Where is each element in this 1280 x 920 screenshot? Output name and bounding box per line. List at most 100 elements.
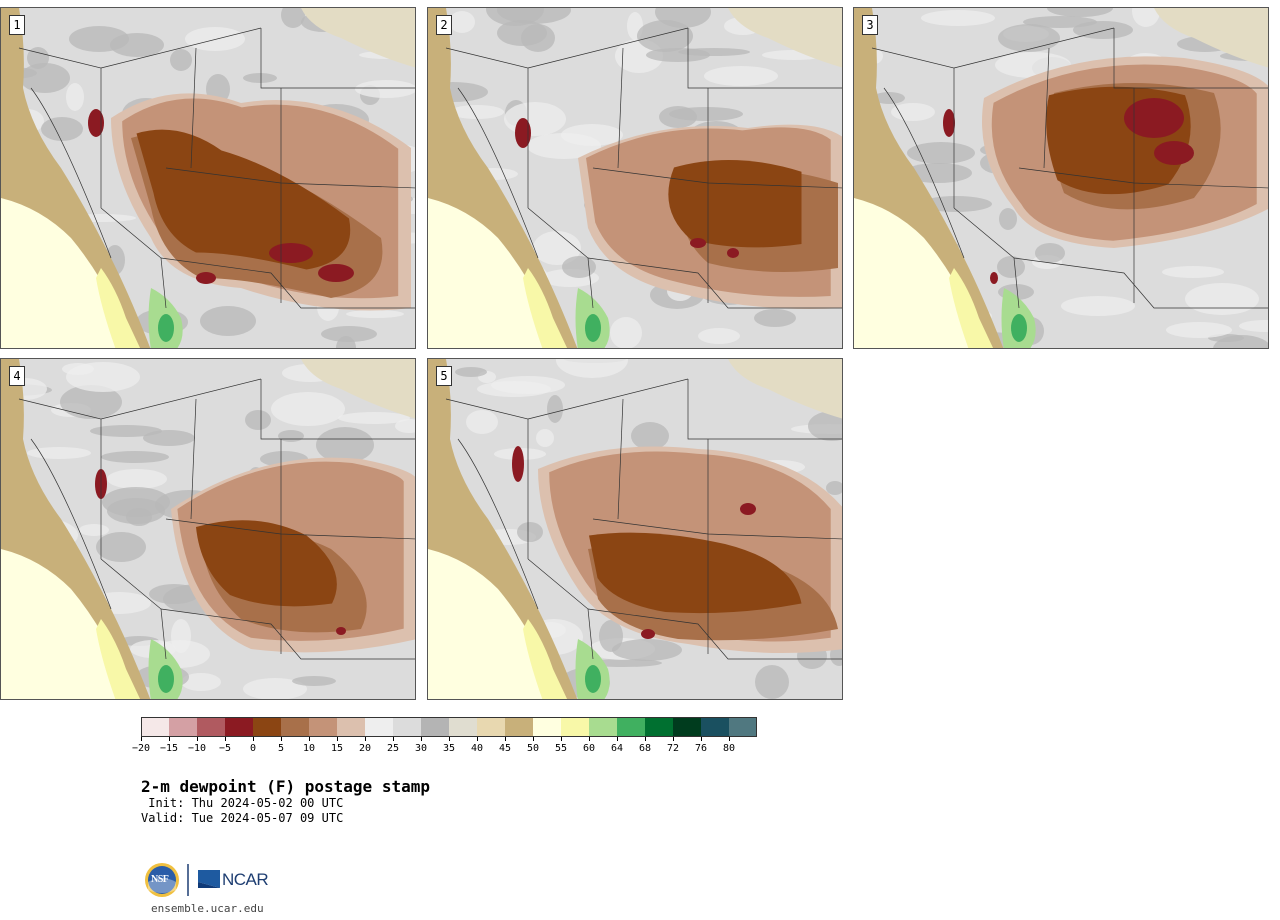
- terrain-patch: [27, 447, 91, 459]
- terrain-patch: [346, 310, 404, 318]
- map-panel-4-graphic: [1, 359, 415, 699]
- colorbar-tick-label: 40: [470, 743, 484, 754]
- terrain-patch: [281, 8, 305, 28]
- dry-region-core: [136, 129, 351, 270]
- colorbar-swatch: [701, 717, 729, 737]
- colorbar-swatch: [645, 717, 673, 737]
- terrain-patch: [599, 620, 623, 652]
- state-boundary: [953, 27, 1115, 69]
- init-time: Init: Thu 2024-05-02 00 UTC: [141, 796, 344, 810]
- colorbar-swatch: [449, 717, 477, 737]
- colorbar-swatch: [393, 717, 421, 737]
- terrain-patch: [504, 102, 566, 136]
- colorbar-tick-label: 80: [722, 743, 736, 754]
- colorbar-swatch: [421, 717, 449, 737]
- colorbar-tick-label: 45: [498, 743, 512, 754]
- terrain-patch: [41, 117, 83, 141]
- colorbar-tick-label: −10: [187, 743, 207, 754]
- colorbar: [141, 717, 757, 741]
- terrain-patch: [527, 133, 601, 159]
- terrain-patch: [292, 676, 336, 686]
- state-boundary: [687, 379, 842, 440]
- dry-region-core: [196, 520, 337, 607]
- very-dry-spot: [515, 118, 531, 148]
- very-dry-spot: [990, 272, 998, 284]
- state-boundary: [1013, 257, 1268, 309]
- terrain-patch: [669, 107, 743, 121]
- terrain-patch: [271, 392, 345, 426]
- colorbar-tick-label: 5: [277, 743, 285, 754]
- very-dry-spot: [512, 446, 524, 482]
- coast-moist: [949, 268, 994, 348]
- terrain-patch: [395, 419, 415, 433]
- colorbar-swatch: [365, 717, 393, 737]
- colorbar-swatch: [477, 717, 505, 737]
- dry-region-core: [668, 159, 802, 248]
- very-dry-spot: [641, 629, 655, 639]
- colorbar-tick-label: 35: [442, 743, 456, 754]
- state-boundary: [457, 438, 539, 610]
- terrain-patch: [355, 80, 415, 98]
- state-boundary: [1113, 28, 1268, 89]
- ocean-moist: [1, 198, 136, 348]
- terrain-patch: [243, 678, 307, 699]
- colorbar-tick-label: 68: [638, 743, 652, 754]
- terrain-patch: [66, 362, 140, 392]
- colorbar-tick-label: −20: [131, 743, 151, 754]
- terrain-patch: [907, 142, 975, 164]
- terrain-patch: [1162, 266, 1224, 278]
- colorbar-swatch: [561, 717, 589, 737]
- terrain-patch: [101, 451, 169, 463]
- colorbar-tick-label: 25: [386, 743, 400, 754]
- panel-number-1: 1: [9, 15, 25, 35]
- ocean-moist: [854, 198, 989, 348]
- colorbar-swatch: [673, 717, 701, 737]
- terrain-patch: [497, 8, 571, 24]
- terrain-patch: [612, 639, 682, 661]
- colorbar-tick-label: 20: [358, 743, 372, 754]
- terrain-patch: [1213, 335, 1268, 348]
- colorbar-swatch: [225, 717, 253, 737]
- state-boundary: [527, 378, 689, 420]
- colorbar-tick-label: 60: [582, 743, 596, 754]
- very-dry-spot: [1124, 98, 1184, 138]
- terrain-patch: [556, 359, 628, 378]
- colorbar-tick-label: −5: [218, 743, 232, 754]
- map-panel-2: 2: [427, 7, 843, 349]
- terrain-patch: [455, 367, 487, 377]
- terrain-patch: [316, 427, 374, 463]
- very-dry-spot: [690, 238, 706, 248]
- colorbar-tick-label: 64: [610, 743, 624, 754]
- terrain-patch: [449, 11, 475, 33]
- colorbar-tick-label: −15: [159, 743, 179, 754]
- terrain-patch: [521, 24, 555, 52]
- state-boundary: [587, 608, 842, 660]
- terrain-patch: [1132, 8, 1160, 27]
- state-boundary: [617, 398, 624, 520]
- nsf-logo-icon: [145, 863, 220, 897]
- state-boundary: [30, 438, 112, 610]
- terrain-patch: [200, 306, 256, 336]
- terrain-patch: [1166, 322, 1232, 338]
- terrain-patch: [20, 63, 70, 93]
- panel-number-5: 5: [436, 366, 452, 386]
- plains-patch: [301, 8, 415, 68]
- very-dry-spot: [88, 109, 104, 137]
- terrain-patch: [338, 412, 410, 424]
- map-panel-3-graphic: [854, 8, 1268, 348]
- terrain-patch: [999, 208, 1017, 230]
- state-boundary: [160, 257, 415, 309]
- coast-moist: [523, 268, 568, 348]
- plains-patch: [1154, 8, 1268, 68]
- very-dry-spot: [196, 272, 216, 284]
- panel-number-4: 4: [9, 366, 25, 386]
- colorbar-tick-label: 0: [249, 743, 257, 754]
- state-boundary: [587, 257, 842, 309]
- state-boundary: [687, 28, 842, 89]
- state-boundary: [190, 47, 197, 169]
- terrain-patch: [66, 83, 84, 111]
- terrain-patch: [754, 309, 796, 327]
- terrain-patch: [891, 103, 935, 121]
- terrain-patch: [79, 524, 109, 536]
- colorbar-swatch: [281, 717, 309, 737]
